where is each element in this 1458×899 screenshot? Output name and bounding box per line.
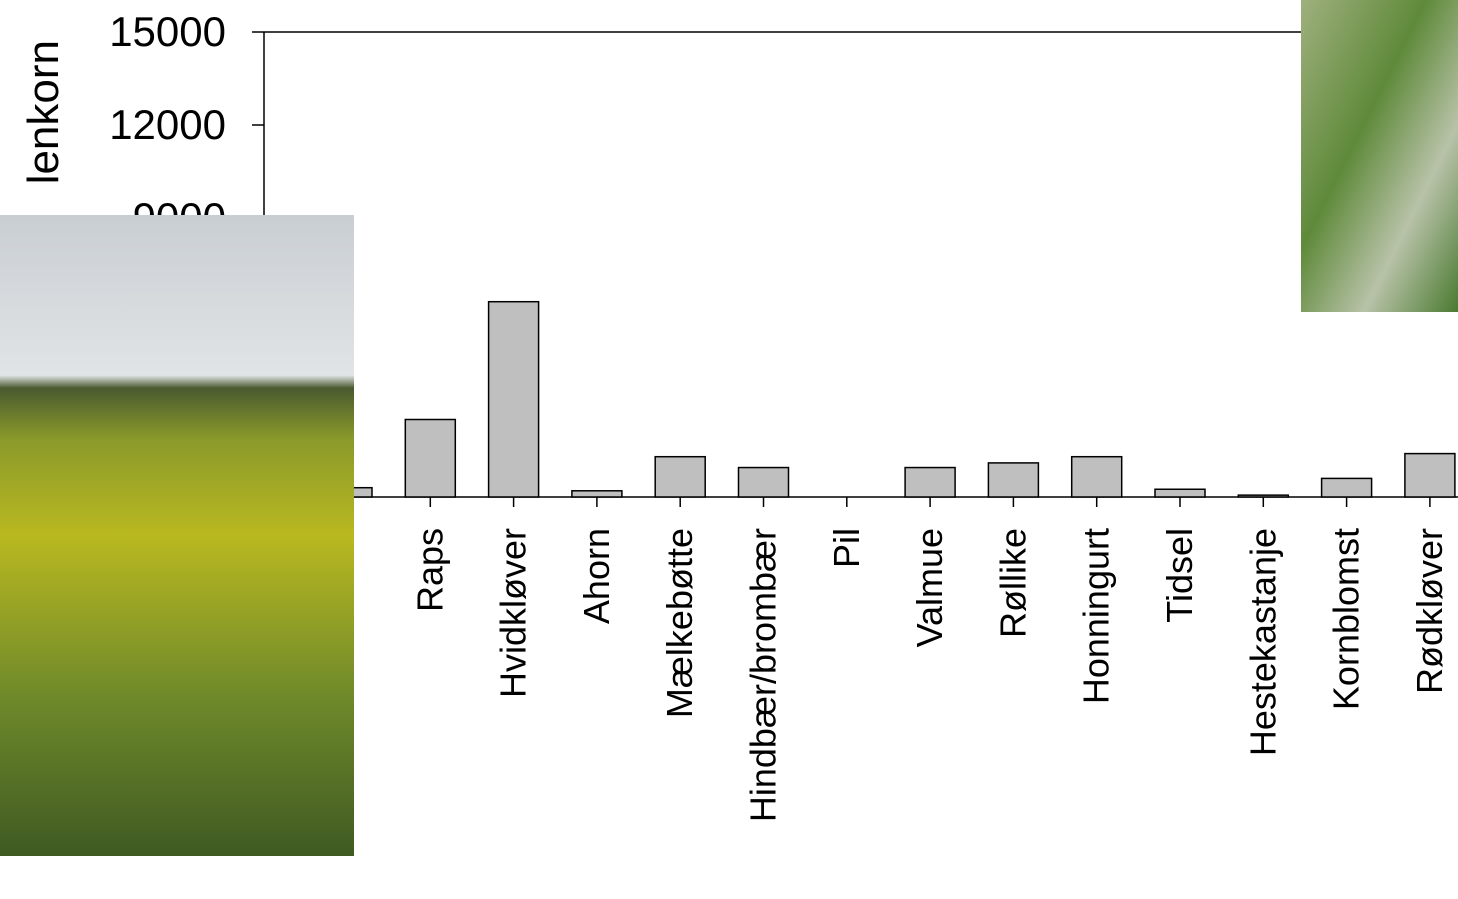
x-tick-label: Honningurt [1076,528,1117,704]
x-tick-label: Valmue [909,528,950,647]
bar [737,466,790,498]
x-tick-label: Kornblomst [1326,528,1367,710]
bar [1154,488,1206,498]
y-axis-label: lenkorn [19,40,68,184]
bar [904,466,956,498]
bar [1237,494,1290,498]
x-tick-label: Røllike [992,528,1033,638]
bar [571,490,623,498]
x-tick-label: Tidsel [1159,528,1200,623]
x-tick-label: Rødkløver [1409,528,1450,694]
bar [1070,455,1123,498]
bar [404,418,457,498]
bar [654,455,706,498]
x-tick-label: Hestekastanje [1242,528,1283,756]
x-tick-label: Ahorn [576,528,617,624]
x-tick-label: Raps [409,528,450,612]
bar [987,462,1040,498]
bar [1404,452,1456,498]
photo-clover-meadow [1301,0,1458,312]
y-tick-label: 12000 [109,101,226,148]
y-tick-label: 15000 [109,8,226,55]
x-tick-label: Hindbær/brombær [743,528,784,822]
bar [487,300,540,498]
bar [1320,477,1373,498]
x-tick-label: Mælkebøtte [659,528,700,718]
x-tick-label: Hvidkløver [493,528,534,698]
photo-rapeseed-field [0,215,354,856]
x-tick-label: Pil [826,528,867,568]
